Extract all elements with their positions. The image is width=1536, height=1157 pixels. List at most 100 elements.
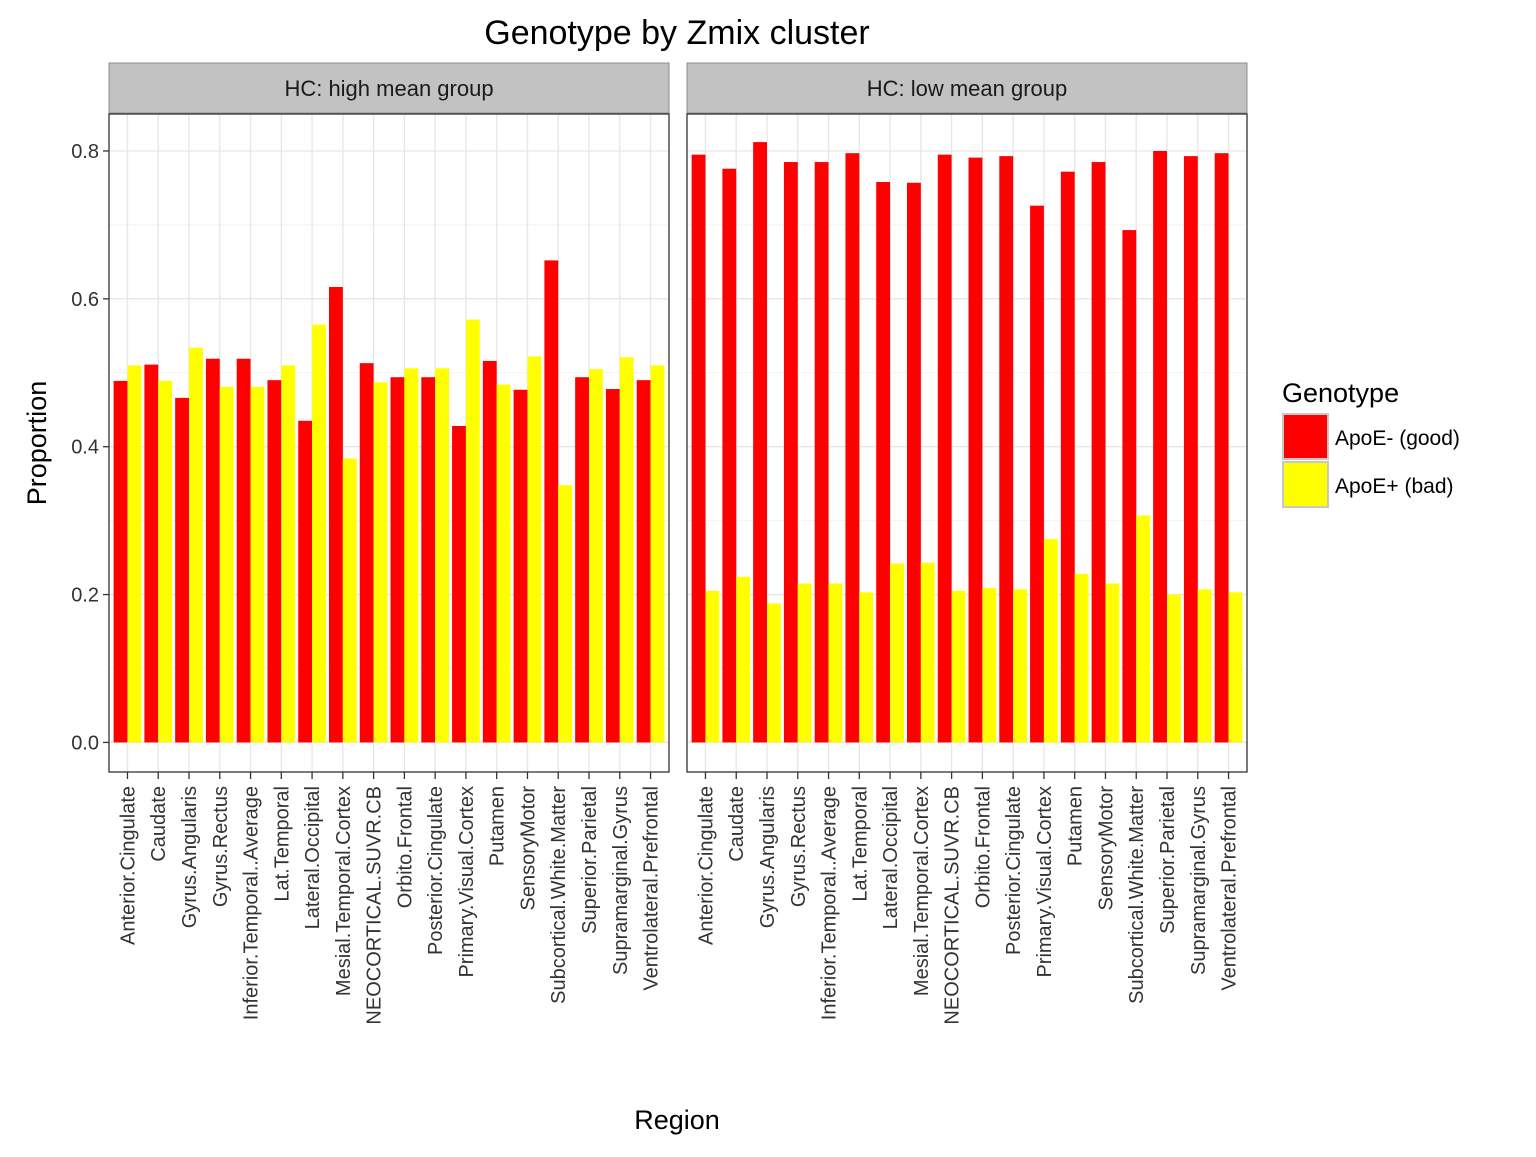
- y-axis-title: Proportion: [22, 381, 52, 506]
- bar: [982, 587, 997, 743]
- x-tick-label: Putamen: [1065, 786, 1087, 866]
- panel-border: [108, 113, 670, 773]
- bar: [876, 182, 891, 743]
- x-tick-label: Orbito.Frontal: [394, 786, 416, 908]
- x-tick-label: Putamen: [487, 786, 509, 866]
- y-tick-label: 0.0: [71, 732, 99, 754]
- bar: [329, 287, 343, 743]
- x-tick-label: SensoryMotor: [517, 786, 539, 911]
- bar: [175, 397, 189, 743]
- bar: [753, 142, 767, 743]
- x-tick-label: Anterior.Cingulate: [695, 786, 717, 945]
- panels-layer: HC: high mean group 0.0 0.2 0.4 0.6 0.8 Anteri…: [71, 62, 1248, 1025]
- x-tick-label: Mesial.Temporal.Cortex: [911, 786, 933, 996]
- x-tick-label: Caudate: [148, 786, 170, 862]
- legend-swatch: [1282, 413, 1329, 460]
- bar: [298, 420, 313, 743]
- x-tick-label: Supramarginal.Gyrus: [610, 786, 632, 975]
- bar: [452, 425, 466, 743]
- y-tick-label: 0.8: [71, 141, 99, 163]
- bar: [1060, 171, 1075, 743]
- bar: [1214, 153, 1229, 743]
- bar: [650, 365, 665, 743]
- panel-border: [686, 113, 1248, 773]
- bar: [605, 389, 620, 743]
- bar: [691, 154, 706, 743]
- bar: [342, 458, 357, 743]
- x-axis: Anterior.Cingulate Caudate Gyrus.Angularis…: [117, 772, 663, 1025]
- legend-items: ApoE- (good) ApoE+ (bad): [1282, 413, 1460, 508]
- bar: [558, 485, 573, 743]
- bar: [359, 363, 374, 743]
- facet-panel: HC: low mean group Anterior.Cingulate Caud…: [686, 62, 1248, 1025]
- bar: [1013, 589, 1027, 743]
- x-tick-label: Caudate: [726, 786, 748, 862]
- bar: [814, 162, 829, 743]
- bar: [828, 583, 843, 743]
- bar: [1122, 230, 1137, 743]
- bar: [127, 365, 142, 743]
- facet-strip-label: HC: low mean group: [867, 76, 1068, 101]
- bar: [722, 168, 737, 743]
- x-tick-label: Gyrus.Rectus: [210, 786, 232, 907]
- x-tick-label: NEOCORTICAL.SUVR.CB: [364, 786, 386, 1025]
- facet-strip: [686, 62, 1248, 114]
- bar: [482, 360, 497, 743]
- bar: [705, 590, 720, 743]
- bar: [113, 380, 128, 743]
- legend: Genotype ApoE- (good) ApoE+ (bad): [1282, 378, 1460, 508]
- bar: [575, 377, 589, 743]
- bar: [636, 380, 651, 743]
- x-tick-label: Gyrus.Rectus: [788, 786, 810, 907]
- bar: [465, 319, 480, 743]
- bar: [1091, 162, 1106, 743]
- bar: [736, 576, 751, 743]
- facet-panel: HC: high mean group 0.0 0.2 0.4 0.6 0.8 Anteri…: [71, 62, 670, 1025]
- x-tick-label: NEOCORTICAL.SUVR.CB: [942, 786, 964, 1025]
- bar: [390, 377, 405, 743]
- bar: [1105, 583, 1120, 743]
- bar: [544, 260, 559, 743]
- y-tick-label: 0.4: [71, 437, 99, 459]
- legend-item: ApoE- (good): [1282, 413, 1460, 460]
- x-tick-label: Lat.Temporal: [271, 786, 293, 902]
- x-tick-label: Lateral.Occipital: [880, 786, 902, 929]
- bar: [797, 583, 812, 743]
- x-tick-label: Superior.Parietal: [579, 786, 601, 934]
- bar: [845, 153, 860, 743]
- bar: [527, 356, 542, 743]
- bar: [312, 324, 326, 743]
- chart-title: Genotype by Zmix cluster: [484, 14, 869, 52]
- bar: [589, 369, 603, 743]
- bar: [1167, 594, 1181, 743]
- bar: [937, 154, 952, 743]
- bar: [920, 562, 935, 743]
- facet-strip: [108, 62, 670, 114]
- bar: [421, 377, 436, 743]
- bar: [968, 157, 983, 743]
- x-tick-label: Primary.Visual.Cortex: [456, 786, 478, 978]
- bar: [435, 368, 449, 743]
- x-tick-label: Superior.Parietal: [1157, 786, 1179, 934]
- x-tick-label: Ventrolateral.Prefrontal: [1219, 786, 1241, 991]
- bar: [236, 358, 251, 743]
- x-tick-label: Lat.Temporal: [849, 786, 871, 902]
- x-tick-label: Subcortical.White.Matter: [1126, 786, 1148, 1004]
- bar: [767, 603, 781, 743]
- x-tick-label: Inferior.Temporal..Average: [241, 786, 263, 1020]
- bar: [907, 182, 921, 743]
- x-tick-label: Primary.Visual.Cortex: [1034, 786, 1056, 978]
- bar: [999, 156, 1014, 743]
- bar: [859, 592, 874, 743]
- y-tick-label: 0.6: [71, 289, 99, 311]
- legend-label: ApoE- (good): [1335, 427, 1460, 450]
- bar: [267, 380, 282, 743]
- bar: [373, 382, 388, 743]
- legend-label: ApoE+ (bad): [1335, 475, 1454, 498]
- x-tick-label: Orbito.Frontal: [972, 786, 994, 908]
- bar: [281, 365, 296, 743]
- bar: [1074, 573, 1089, 743]
- bar: [619, 357, 634, 743]
